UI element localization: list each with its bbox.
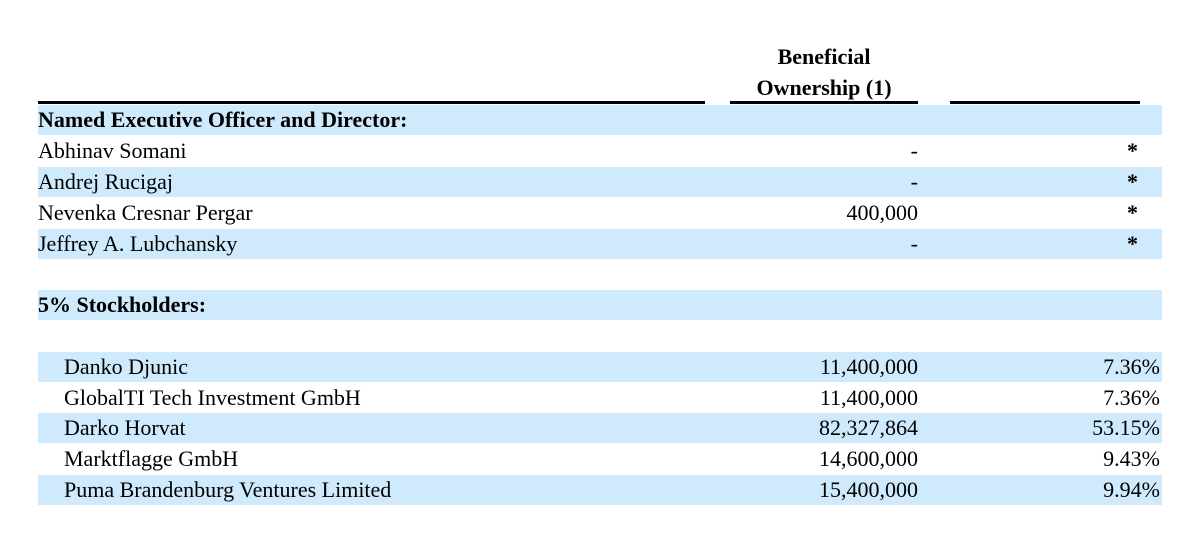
header-line2: Ownership (1) xyxy=(756,75,892,100)
table-row: Darko Horvat 82,327,864 53.15% xyxy=(38,413,1162,443)
shares: - xyxy=(910,169,918,194)
percent: 9.94% xyxy=(1103,477,1160,502)
table-row: Danko Djunic 11,400,000 7.36% xyxy=(38,352,1162,382)
holder-name: GlobalTI Tech Investment GmbH xyxy=(64,385,361,410)
table-row: Jeffrey A. Lubchansky - * xyxy=(38,229,1162,259)
holder-name: Andrej Rucigaj xyxy=(38,169,174,194)
percent: 9.43% xyxy=(1103,446,1160,471)
percent: * xyxy=(1127,200,1138,225)
table-row: Abhinav Somani - * xyxy=(38,136,1162,166)
shares: - xyxy=(910,231,918,256)
percent: * xyxy=(1127,138,1138,163)
header-line1: Beneficial xyxy=(777,44,871,69)
table-row: Puma Brandenburg Ventures Limited 15,400… xyxy=(38,475,1162,505)
percent: 7.36% xyxy=(1103,385,1160,410)
holder-name: Abhinav Somani xyxy=(38,138,187,163)
table-row: GlobalTI Tech Investment GmbH 11,400,000… xyxy=(38,383,1162,413)
holder-name: Danko Djunic xyxy=(64,354,189,379)
table-row: Andrej Rucigaj - * xyxy=(38,167,1162,197)
percent: * xyxy=(1127,231,1138,256)
column-header-beneficial-ownership: Beneficial Ownership (1) xyxy=(730,41,918,103)
percent: 53.15% xyxy=(1092,415,1160,440)
table-row: Nevenka Cresnar Pergar 400,000 * xyxy=(38,198,1162,228)
holder-name: Darko Horvat xyxy=(64,415,186,440)
shares: 14,600,000 xyxy=(819,446,918,471)
section-title: 5% Stockholders: xyxy=(38,292,207,317)
shares: - xyxy=(910,138,918,163)
header-rule-ownership xyxy=(730,101,918,104)
percent: * xyxy=(1127,169,1138,194)
percent: 7.36% xyxy=(1103,354,1160,379)
shares: 15,400,000 xyxy=(819,477,918,502)
table-row: Marktflagge GmbH 14,600,000 9.43% xyxy=(38,444,1162,474)
shares: 400,000 xyxy=(846,200,919,225)
section-header-stockholders: 5% Stockholders: xyxy=(38,290,1162,320)
shares: 11,400,000 xyxy=(819,385,918,410)
header-rule-name xyxy=(38,101,705,104)
holder-name: Jeffrey A. Lubchansky xyxy=(38,231,238,256)
section-title: Named Executive Officer and Director: xyxy=(38,107,408,132)
holder-name: Puma Brandenburg Ventures Limited xyxy=(64,477,392,502)
holder-name: Marktflagge GmbH xyxy=(64,446,239,471)
holder-name: Nevenka Cresnar Pergar xyxy=(38,200,253,225)
shares: 82,327,864 xyxy=(819,415,918,440)
header-rule-percent xyxy=(950,101,1140,104)
shares: 11,400,000 xyxy=(819,354,918,379)
section-header-officers: Named Executive Officer and Director: xyxy=(38,105,1162,135)
